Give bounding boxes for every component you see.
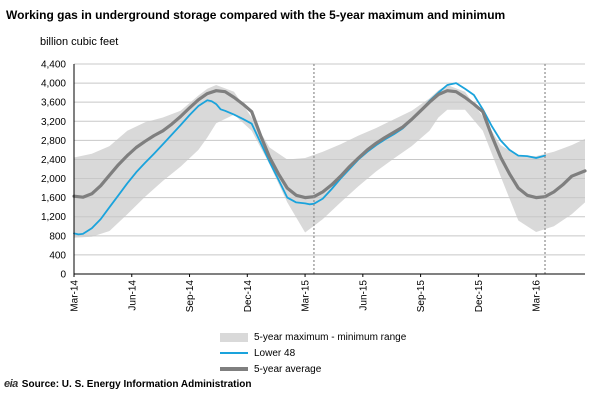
legend-label-range: 5-year maximum - minimum range [254,331,407,343]
year-dividers [313,64,546,274]
y-tick-label: 4,000 [41,79,66,90]
axes [73,64,585,277]
legend: 5-year maximum - minimum range Lower 48 … [220,330,406,378]
x-tick-labels: Mar-14 Jun-14 Sep-14 Dec-14 Mar-15 Jun-15 Sep-… [70,280,543,313]
y-tick-label: 3,600 [41,98,66,109]
average-line [72,89,587,200]
y-tick-label: 1,200 [41,212,66,223]
x-tick-label: Jun-15 [358,280,369,311]
x-tick-label: Mar-14 [70,280,81,312]
chart-title: Working gas in underground storage compa… [6,8,506,22]
y-tick-label: 3,200 [41,117,66,128]
range-swatch [220,332,248,342]
lower48-swatch [220,352,248,354]
x-tick-label: Mar-15 [301,280,312,312]
y-tick-label: 2,800 [41,136,66,147]
y-tick-label: 2,400 [41,155,66,166]
average-swatch [220,367,248,371]
y-tick-label: 0 [60,270,66,281]
legend-label-lower48: Lower 48 [254,347,296,359]
range-band [74,85,585,238]
legend-item-average: 5-year average [220,362,406,376]
lower48-line [73,82,546,236]
y-tick-label: 800 [49,231,66,242]
y-axis-label: billion cubic feet [40,36,119,48]
eia-logo-icon: eia [4,378,18,390]
x-tick-label: Dec-15 [474,280,485,313]
x-tick-label: Sep-14 [185,280,196,313]
range-band-layer [74,85,585,238]
y-tick-label: 400 [49,250,66,261]
legend-item-lower48: Lower 48 [220,346,406,360]
x-tick-label: Sep-15 [416,280,427,313]
y-tick-label: 2,000 [41,174,66,185]
gridlines [74,63,585,256]
y-tick-label: 4,400 [41,60,66,71]
y-tick-label: 1,600 [41,193,66,204]
source-line: eia Source: U. S. Energy Information Adm… [4,378,251,390]
source-text: Source: U. S. Energy Information Adminis… [21,378,252,390]
x-tick-label: Jun-14 [127,280,138,311]
x-tick-label: Mar-16 [532,280,543,312]
y-tick-labels: 0 400 800 1,200 1,600 2,000 2,400 2,800 3,200 3,6… [41,60,66,281]
x-tick-label: Dec-14 [243,280,254,313]
series-lines [72,82,587,236]
legend-label-average: 5-year average [254,363,322,375]
legend-item-range: 5-year maximum - minimum range [220,330,406,344]
